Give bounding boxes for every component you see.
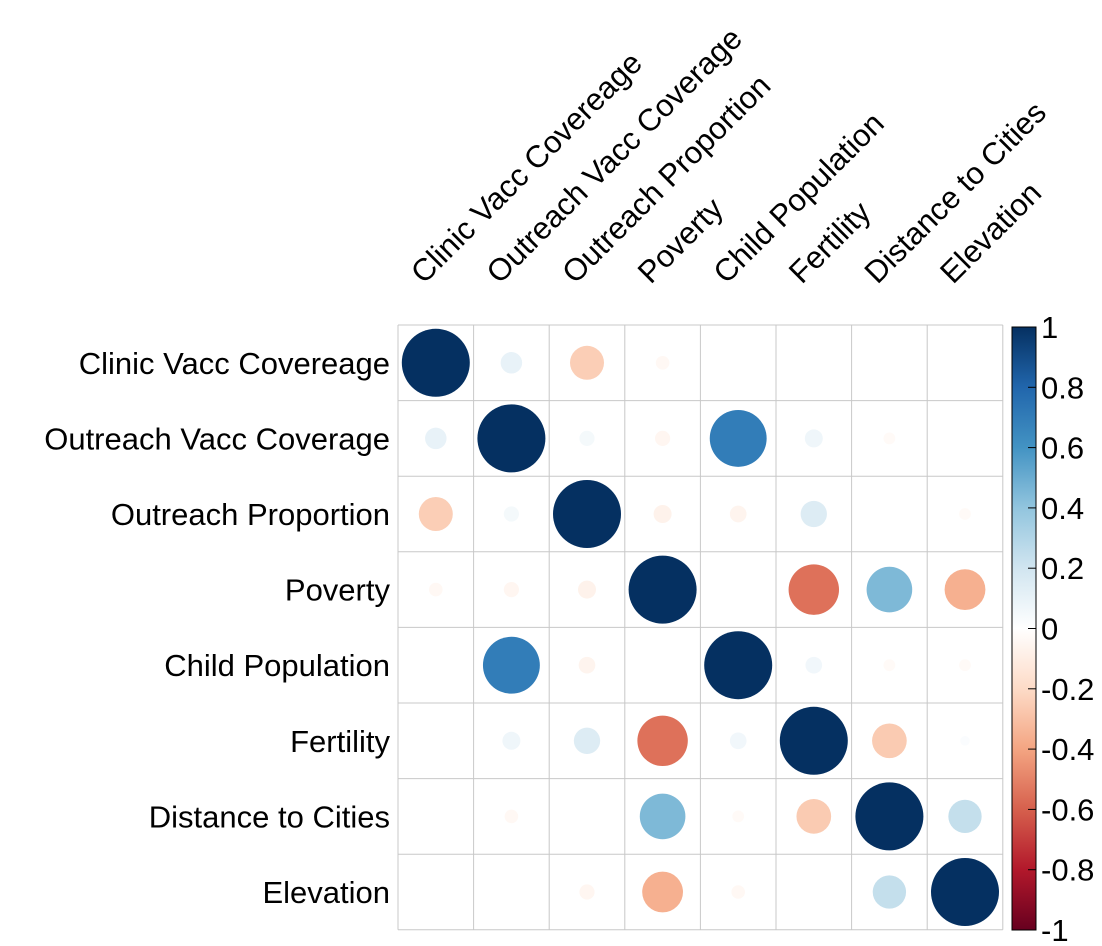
correlation-circle [731,885,745,899]
row-label: Outreach Vacc Coverage [44,421,390,456]
color-bar-tick-label: -1 [1041,913,1069,946]
correlation-circle [872,875,907,909]
color-bar-tick-label: -0.2 [1041,672,1094,707]
correlation-circle [429,582,443,597]
correlation-circle [855,782,924,851]
row-label: Distance to Cities [149,799,390,834]
color-bar-tick-label: 0 [1041,612,1058,647]
correlation-circle [639,793,686,840]
correlation-circle [872,723,907,759]
correlation-circle [578,580,596,599]
correlation-circle [704,631,773,700]
correlation-circle [788,564,840,615]
correlation-circle [729,505,747,523]
correlation-circle [866,566,913,613]
correlation-circle [709,409,767,467]
correlation-circle [883,659,896,672]
correlation-circle [482,636,540,694]
row-label: Poverty [285,573,391,608]
color-bar-tick-label: 0.2 [1041,551,1084,586]
color-legend: 1 0.8 0.6 0.4 0.2 0 -0.2 -0.4 -0.6 -0.8 -1 [1011,310,1094,946]
correlation-circle [418,497,453,531]
correlation-circle [553,480,621,548]
correlation-circle [573,727,601,754]
color-bar-tick-label: -0.6 [1041,792,1094,827]
correlation-circle [578,656,596,674]
correlation-circle [628,555,697,624]
correlation-circles [401,328,999,926]
correlation-circle [653,505,672,523]
correlation-circle [503,582,519,598]
row-labels: Clinic Vacc Covereage Outreach Vacc Cover… [44,346,390,910]
correlation-circle [883,432,896,445]
correlation-circle [944,569,986,610]
correlation-circle [500,352,523,374]
correlation-circle [779,706,848,775]
correlation-circle [960,735,970,746]
color-bar-tick-label: 0.8 [1041,370,1084,405]
matrix-grid [397,324,1004,931]
correlation-circle [642,871,683,913]
color-bar-tick-label: 0.4 [1041,491,1084,526]
correlation-circle [931,858,999,926]
color-bar-tick-label: -0.4 [1041,732,1094,767]
row-label: Elevation [262,875,390,910]
correlation-circle [796,799,832,834]
correlation-circle [655,356,670,370]
correlation-circle [570,345,604,380]
correlation-circle [729,732,747,750]
correlation-circle [579,430,595,446]
correlation-circle [804,429,823,448]
color-bar-tick-label: 1 [1041,310,1058,345]
correlation-circle [948,799,982,834]
color-bar-tick-label: -0.8 [1041,853,1094,888]
correlation-circle [401,328,470,397]
row-label: Outreach Proportion [111,497,390,532]
row-label: Child Population [164,648,390,683]
correlation-circle [579,884,595,900]
color-bar-tick-label: 0.6 [1041,431,1084,466]
correlation-circle [959,508,971,520]
correlation-circle [959,659,971,672]
correlation-circle [732,810,745,823]
correlation-circle [425,427,447,450]
correlation-circle [502,731,521,750]
correlation-circle [800,500,827,528]
correlation-circle [477,404,546,473]
row-label: Clinic Vacc Covereage [79,346,390,381]
correlation-circle [805,656,823,674]
row-label: Fertility [290,724,390,759]
correlation-circle [637,715,688,767]
correlation-circle [504,809,519,824]
correlation-circle [655,430,671,446]
correlation-circle [503,506,519,522]
